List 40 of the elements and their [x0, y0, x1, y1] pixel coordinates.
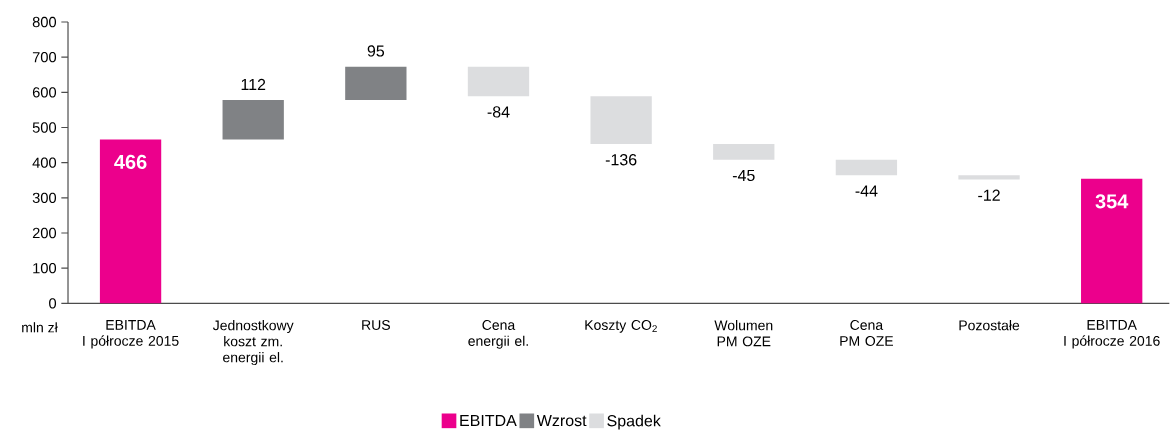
y-tick-label: 300 [32, 192, 57, 204]
bar [958, 175, 1020, 180]
y-tick-label: 800 [32, 16, 57, 28]
bar [99, 139, 162, 304]
data-label: 95 [367, 45, 385, 57]
data-label: -136 [605, 154, 637, 166]
bar [222, 100, 284, 140]
x-tick-label: Wolumen PM OZE [714, 320, 773, 347]
bar [467, 66, 530, 97]
y-tick-label: 700 [32, 52, 57, 63]
bar [713, 144, 775, 160]
data-label: -84 [487, 106, 510, 118]
x-tick-label: Cena energii el. [468, 320, 528, 349]
y-tick-label: 600 [32, 87, 57, 98]
x-tick-label: EBITDA I półrocze 2015 [83, 320, 179, 349]
bar [590, 96, 652, 145]
legend-label: Spadek [607, 414, 661, 430]
data-label: -44 [855, 185, 878, 197]
y-tick-label: 100 [33, 262, 57, 274]
bar [1081, 178, 1143, 304]
x-tick-label: Cena PM OZE [840, 320, 894, 346]
data-label: 354 [1095, 194, 1129, 209]
y-tick-label: 500 [32, 122, 57, 133]
x-tick-label: EBITDA I półrocze 2016 [1064, 320, 1160, 349]
legend-label: Wzrost [536, 415, 587, 427]
data-label: 112 [241, 78, 266, 91]
bar [835, 159, 898, 176]
data-label: -45 [732, 169, 755, 182]
x-tick-label: Jednostkowy koszt zm. energii el. [212, 320, 294, 366]
bar [345, 66, 407, 101]
y-tick-label: 0 [49, 298, 57, 309]
legend-label: EBITDA [460, 415, 517, 426]
x-tick-label: RUS [362, 320, 390, 330]
y-axis-title: mln zł [22, 322, 58, 333]
data-label: -12 [978, 189, 1000, 201]
y-tick-label: 400 [32, 157, 57, 168]
x-tick-label: Pozostałe [959, 320, 1020, 331]
data-label: 466 [114, 154, 147, 169]
x-tick-label: Koszty CO$_{2}$ [585, 320, 657, 333]
y-tick-label: 200 [32, 227, 57, 239]
